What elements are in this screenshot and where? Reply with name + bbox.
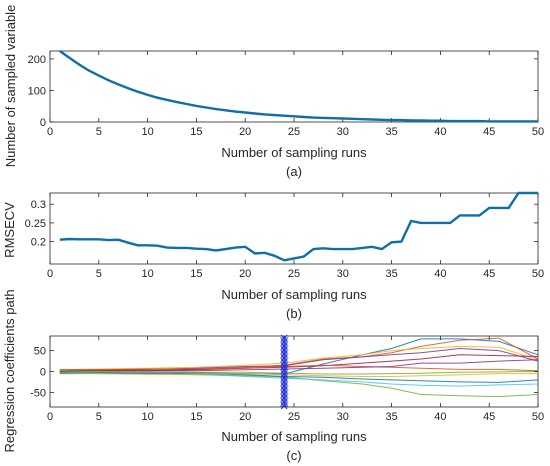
- x-tick-label: 40: [434, 411, 446, 423]
- coefficient-path-line: [59, 364, 539, 372]
- x-tick-label: 30: [337, 126, 349, 138]
- y-tick-label: 0.3: [31, 199, 46, 211]
- x-ticks-a: 0 5 10 15 20 25 30 35 40 45 50: [47, 51, 544, 138]
- x-tick-label: 45: [483, 411, 495, 423]
- x-tick-label: 20: [239, 411, 251, 423]
- panel-caption-b: (b): [286, 306, 302, 321]
- y-tick-label: 0.2: [31, 237, 46, 249]
- y-tick-label: 200: [28, 54, 46, 66]
- coefficient-path-line: [59, 347, 539, 372]
- y-tick-label: 100: [28, 85, 46, 97]
- series-line-a: [59, 50, 538, 123]
- x-tick-label: 10: [141, 126, 153, 138]
- x-tick-label: 10: [141, 411, 153, 423]
- x-tick-label: 25: [288, 411, 300, 423]
- x-axis-label-b: Number of sampling runs: [221, 287, 367, 302]
- panel-b: 0 5 10 15 20 25 30 35 40 45 50 0.2 0.25 0.3 Number o…: [2, 191, 544, 321]
- plot-frame-b: [49, 192, 539, 265]
- y-ticks-a: 0 100 200: [28, 54, 538, 129]
- x-tick-label: 25: [288, 268, 300, 280]
- x-tick-label: 35: [385, 411, 397, 423]
- x-tick-label: 15: [190, 268, 202, 280]
- x-ticks-b: 0 5 10 15 20 25 30 35 40 45 50: [47, 193, 544, 280]
- x-tick-label: 50: [532, 411, 544, 423]
- x-ticks-c: 0 5 10 15 20 25 30 35 40 45 50: [47, 336, 544, 423]
- y-tick-label: 0: [40, 367, 46, 379]
- x-tick-label: 45: [483, 126, 495, 138]
- x-tick-label: 0: [47, 411, 53, 423]
- x-tick-label: 5: [96, 126, 102, 138]
- x-tick-label: 20: [239, 268, 251, 280]
- x-axis-label-c: Number of sampling runs: [221, 429, 367, 444]
- y-ticks-c: -50 0 50: [30, 346, 538, 399]
- panel-caption-a: (a): [286, 164, 302, 179]
- y-axis-label-a: Number of sampled variable: [3, 5, 18, 168]
- coefficient-path-line: [59, 359, 539, 372]
- coefficient-path-line: [59, 372, 539, 383]
- x-tick-label: 45: [483, 268, 495, 280]
- x-tick-label: 0: [47, 126, 53, 138]
- x-tick-label: 5: [96, 268, 102, 280]
- x-tick-label: 40: [434, 268, 446, 280]
- coefficient-path-line: [59, 345, 539, 371]
- y-ticks-b: 0.2 0.25 0.3: [25, 199, 538, 249]
- y-tick-label: -50: [30, 387, 46, 399]
- x-axis-label-a: Number of sampling runs: [221, 145, 367, 160]
- panel-caption-c: (c): [286, 448, 301, 463]
- x-tick-label: 50: [532, 268, 544, 280]
- x-tick-label: 0: [47, 268, 53, 280]
- x-tick-label: 50: [532, 126, 544, 138]
- x-tick-label: 5: [96, 411, 102, 423]
- x-tick-label: 35: [385, 268, 397, 280]
- y-axis-label-b: RMSECV: [2, 202, 17, 258]
- y-tick-label: 50: [34, 346, 46, 358]
- x-tick-label: 20: [239, 126, 251, 138]
- coefficient-paths: [59, 337, 539, 398]
- coefficient-path-line: [59, 370, 539, 375]
- x-tick-label: 15: [190, 126, 202, 138]
- x-tick-label: 30: [337, 268, 349, 280]
- y-tick-label: 0.25: [25, 218, 46, 230]
- optimal-run-marker: [280, 334, 289, 410]
- x-tick-label: 40: [434, 126, 446, 138]
- panel-a: 0 5 10 15 20 25 30 35 40 45 50 0 100 200 Number of s…: [3, 5, 544, 179]
- x-tick-label: 35: [385, 126, 397, 138]
- x-tick-label: 30: [337, 411, 349, 423]
- y-tick-label: 0: [40, 117, 46, 129]
- x-tick-label: 15: [190, 411, 202, 423]
- series-line-b: [59, 191, 538, 262]
- y-axis-label-c: Regression coefficients path: [2, 289, 17, 452]
- x-tick-label: 10: [141, 268, 153, 280]
- coefficient-path-line: [59, 373, 538, 377]
- x-tick-label: 25: [288, 126, 300, 138]
- asterisk-marker: [280, 402, 289, 410]
